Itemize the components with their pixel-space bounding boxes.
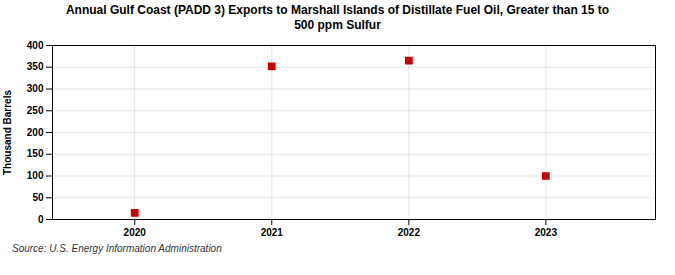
html-text:Annual Gulf Coast (PADD 3) Exp: Annual Gulf Coast (PADD 3) Exports to Ma…	[65, 3, 610, 32]
svg-text:350: 350	[27, 61, 44, 72]
svg-text:2023: 2023	[535, 227, 558, 238]
svg-text:200: 200	[27, 127, 44, 138]
svg-text:50: 50	[32, 192, 44, 203]
svg-text:2021: 2021	[261, 227, 284, 238]
svg-text:300: 300	[27, 83, 44, 94]
svg-text:150: 150	[27, 148, 44, 159]
svg-text:2020: 2020	[124, 227, 147, 238]
svg-text:Thousand Barrels: Thousand Barrels	[2, 90, 13, 175]
svg-text:250: 250	[27, 105, 44, 116]
svg-text:2022: 2022	[398, 227, 421, 238]
svg-text:0: 0	[38, 214, 44, 225]
html-text:Source: U.S. Energy Informatio: Source: U.S. Energy Information Administ…	[12, 243, 222, 254]
svg-text:100: 100	[27, 170, 44, 181]
svg-text:400: 400	[27, 40, 44, 51]
